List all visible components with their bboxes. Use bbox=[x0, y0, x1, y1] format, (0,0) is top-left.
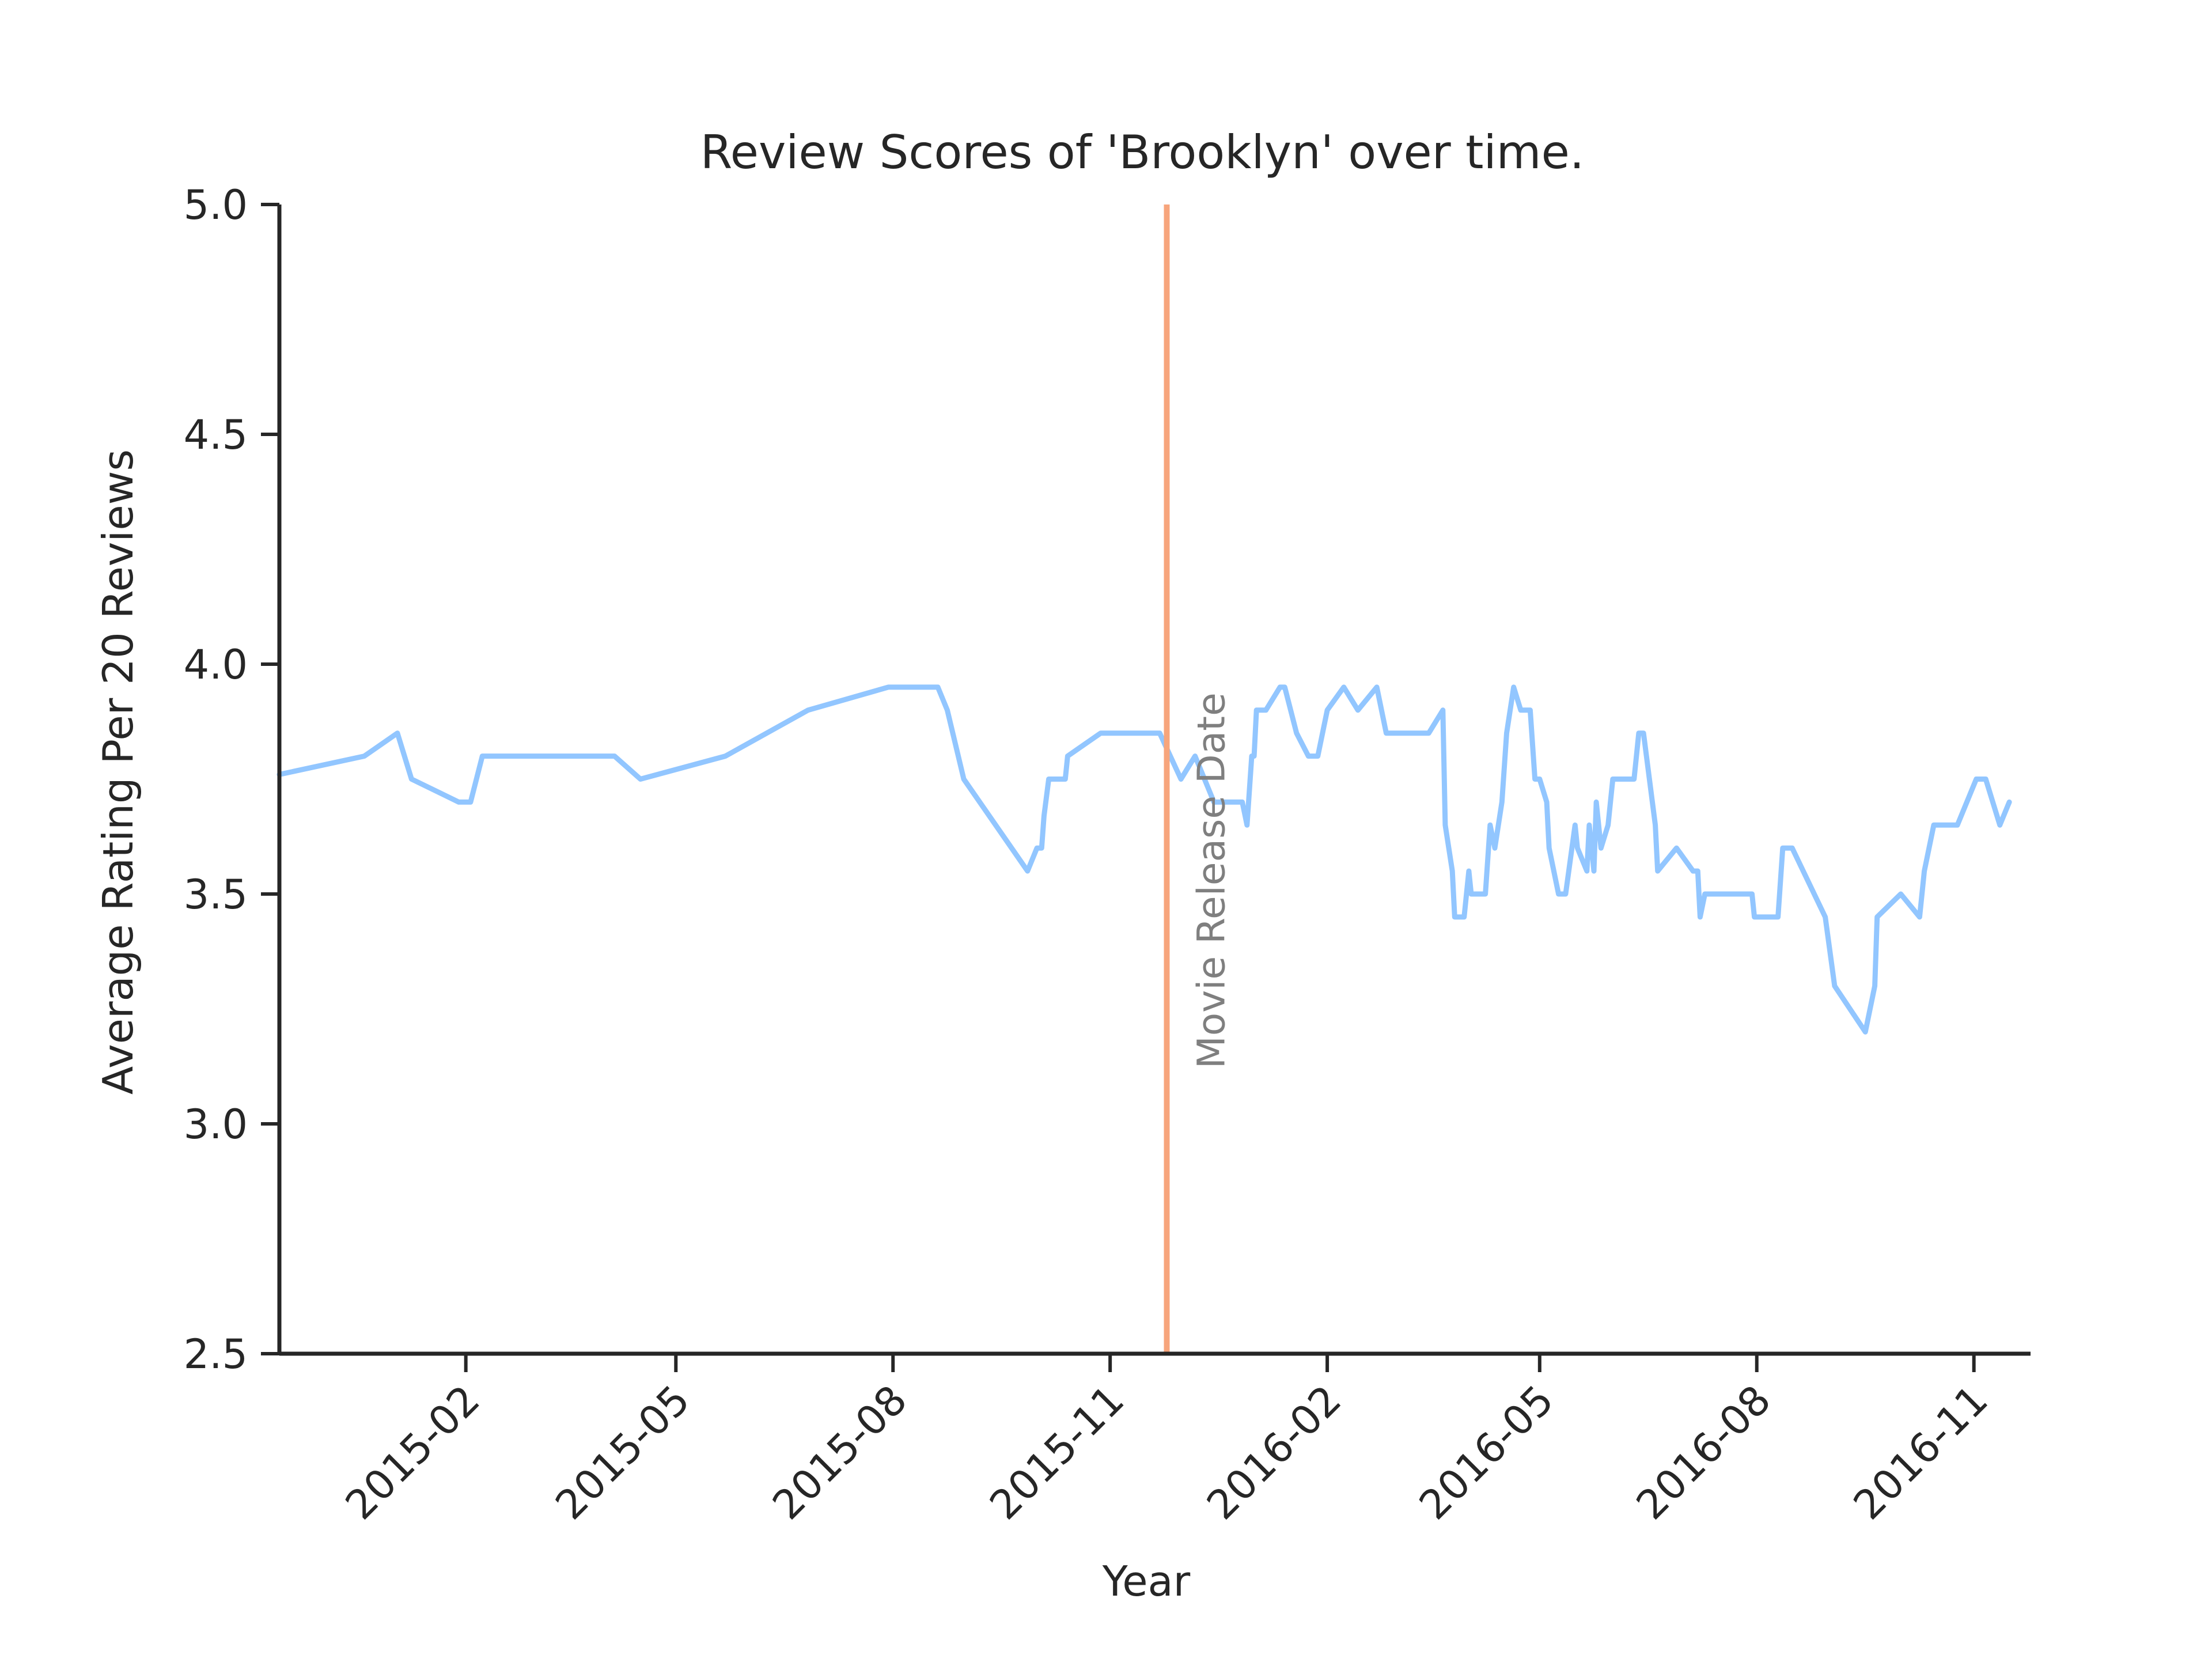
y-tick-label: 3.0 bbox=[184, 1101, 248, 1148]
x-tick-label: 2016-02 bbox=[1198, 1376, 1350, 1529]
y-axis-label: Average Rating Per 20 Reviews bbox=[94, 449, 142, 1094]
x-tick-label: 2015-11 bbox=[980, 1376, 1133, 1529]
y-tick-label: 2.5 bbox=[184, 1331, 248, 1378]
x-tick-label: 2016-08 bbox=[1627, 1376, 1780, 1529]
y-tick-label: 4.0 bbox=[184, 641, 248, 688]
x-tick-label: 2016-05 bbox=[1410, 1376, 1563, 1529]
release-date-annotation: Movie Release Date bbox=[1189, 692, 1233, 1069]
x-tick-label: 2015-08 bbox=[763, 1376, 916, 1529]
y-tick-label: 5.0 bbox=[184, 181, 248, 229]
x-axis-label: Year bbox=[1102, 1557, 1191, 1605]
y-tick-label: 3.5 bbox=[184, 871, 248, 918]
y-axis-ticks: 2.5 3.0 3.5 4.0 4.5 5.0 bbox=[184, 181, 279, 1378]
x-tick-label: 2015-05 bbox=[547, 1376, 699, 1529]
series-line bbox=[276, 684, 2012, 1035]
x-tick-label: 2016-11 bbox=[1844, 1376, 1997, 1529]
x-tick-label: 2015-02 bbox=[336, 1376, 489, 1529]
chart-title: Review Scores of 'Brooklyn' over time. bbox=[700, 126, 1585, 179]
x-axis-ticks: 2015-02 2015-05 2015-08 2015-11 2016-02 2016-… bbox=[336, 1354, 1997, 1529]
y-tick-label: 4.5 bbox=[184, 411, 248, 459]
